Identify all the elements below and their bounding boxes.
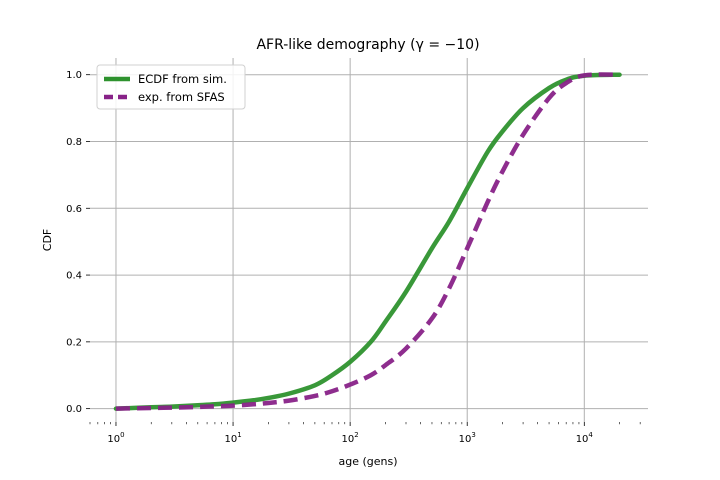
x-tick-label: 103 bbox=[459, 431, 476, 445]
y-tick-label: 0.2 bbox=[66, 337, 82, 348]
x-tick-label: 100 bbox=[107, 431, 124, 445]
series-line-2 bbox=[115, 72, 620, 411]
series-line-1 bbox=[113, 72, 622, 411]
y-tick-label: 0.6 bbox=[66, 204, 82, 215]
legend-label: exp. from SFAS bbox=[138, 90, 225, 104]
y-axis-title: CDF bbox=[41, 229, 54, 251]
y-tick-label: 0.0 bbox=[66, 404, 82, 415]
chart-title: AFR-like demography (γ = −10) bbox=[256, 37, 479, 53]
y-tick-label: 0.8 bbox=[66, 137, 82, 148]
x-axis-title: age (gens) bbox=[338, 455, 397, 468]
axes: 0.0 0.2 0.4 0.6 0.8 1.0 100 101 102 103 104 bbox=[66, 70, 641, 445]
legend: ECDF from sim. exp. from SFAS bbox=[96, 64, 246, 110]
y-tick-label: 0.4 bbox=[66, 271, 82, 282]
x-tick-label: 101 bbox=[224, 431, 241, 445]
y-tick-label: 1.0 bbox=[66, 70, 82, 81]
series-layer bbox=[113, 72, 622, 411]
legend-label: ECDF from sim. bbox=[138, 72, 227, 86]
x-tick-label: 104 bbox=[576, 431, 594, 445]
x-tick-label: 102 bbox=[342, 431, 359, 445]
legend-box bbox=[96, 64, 246, 110]
grid bbox=[90, 58, 648, 422]
